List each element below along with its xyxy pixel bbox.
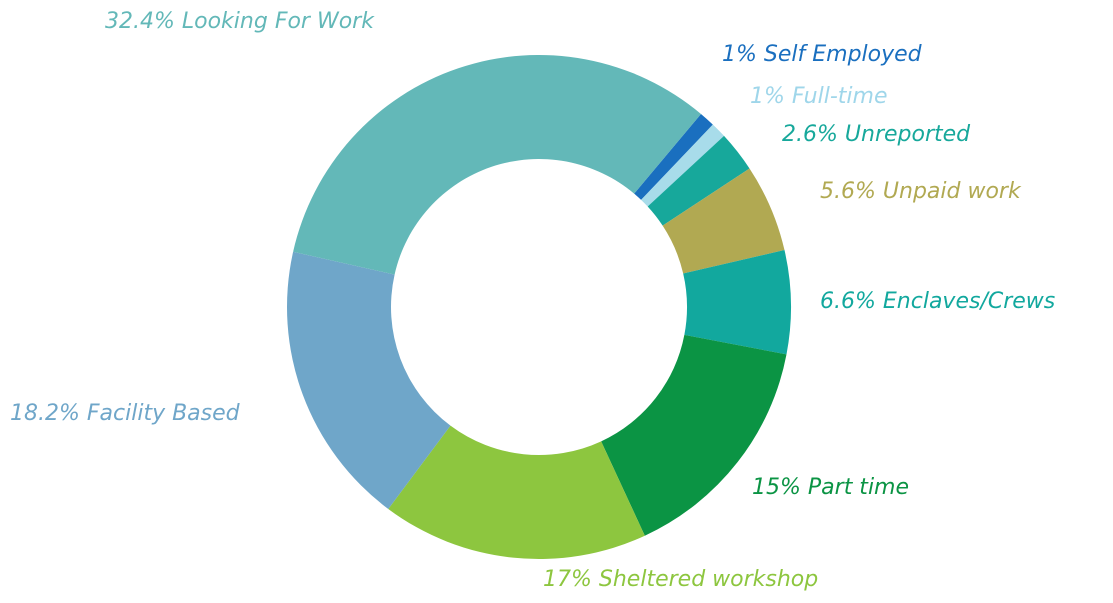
- slice-label: 6.6% Enclaves/Crews: [820, 289, 1055, 314]
- category-label: Unpaid work: [876, 179, 1022, 204]
- donut-slice: [647, 135, 750, 226]
- donut-slice: [662, 168, 785, 274]
- donut-slice: [601, 334, 787, 536]
- category-label: Looking For Work: [175, 9, 375, 34]
- donut-slice: [683, 250, 791, 355]
- value-label: 5.6%: [820, 179, 876, 204]
- category-label: Part time: [801, 475, 909, 500]
- value-label: 1%: [722, 42, 757, 67]
- value-label: 6.6%: [820, 289, 876, 314]
- slice-label: 2.6% Unreported: [782, 122, 971, 147]
- slice-label: 18.2% Facility Based: [10, 401, 241, 426]
- slice-label: 17% Sheltered workshop: [543, 567, 818, 592]
- slice-label: 1% Full-time: [750, 84, 887, 109]
- slice-label: 15% Part time: [752, 475, 909, 500]
- category-label: Sheltered workshop: [592, 567, 818, 592]
- category-label: Full-time: [785, 84, 888, 109]
- value-label: 1%: [750, 84, 785, 109]
- value-label: 2.6%: [782, 122, 838, 147]
- slice-label: 32.4% Looking For Work: [105, 9, 375, 34]
- donut-slice: [634, 113, 713, 200]
- category-label: Enclaves/Crews: [876, 289, 1055, 314]
- value-label: 18.2%: [10, 401, 80, 426]
- category-label: Self Employed: [757, 42, 923, 67]
- donut-slice: [293, 54, 701, 275]
- value-label: 17%: [543, 567, 592, 592]
- value-label: 15%: [752, 475, 801, 500]
- donut-slice: [388, 425, 645, 559]
- category-label: Unreported: [838, 122, 971, 147]
- slice-label: 5.6% Unpaid work: [820, 179, 1022, 204]
- donut-slice: [641, 124, 725, 207]
- value-label: 32.4%: [105, 9, 175, 34]
- slice-label: 1% Self Employed: [722, 42, 923, 67]
- donut-slice: [287, 251, 451, 509]
- category-label: Facility Based: [80, 401, 241, 426]
